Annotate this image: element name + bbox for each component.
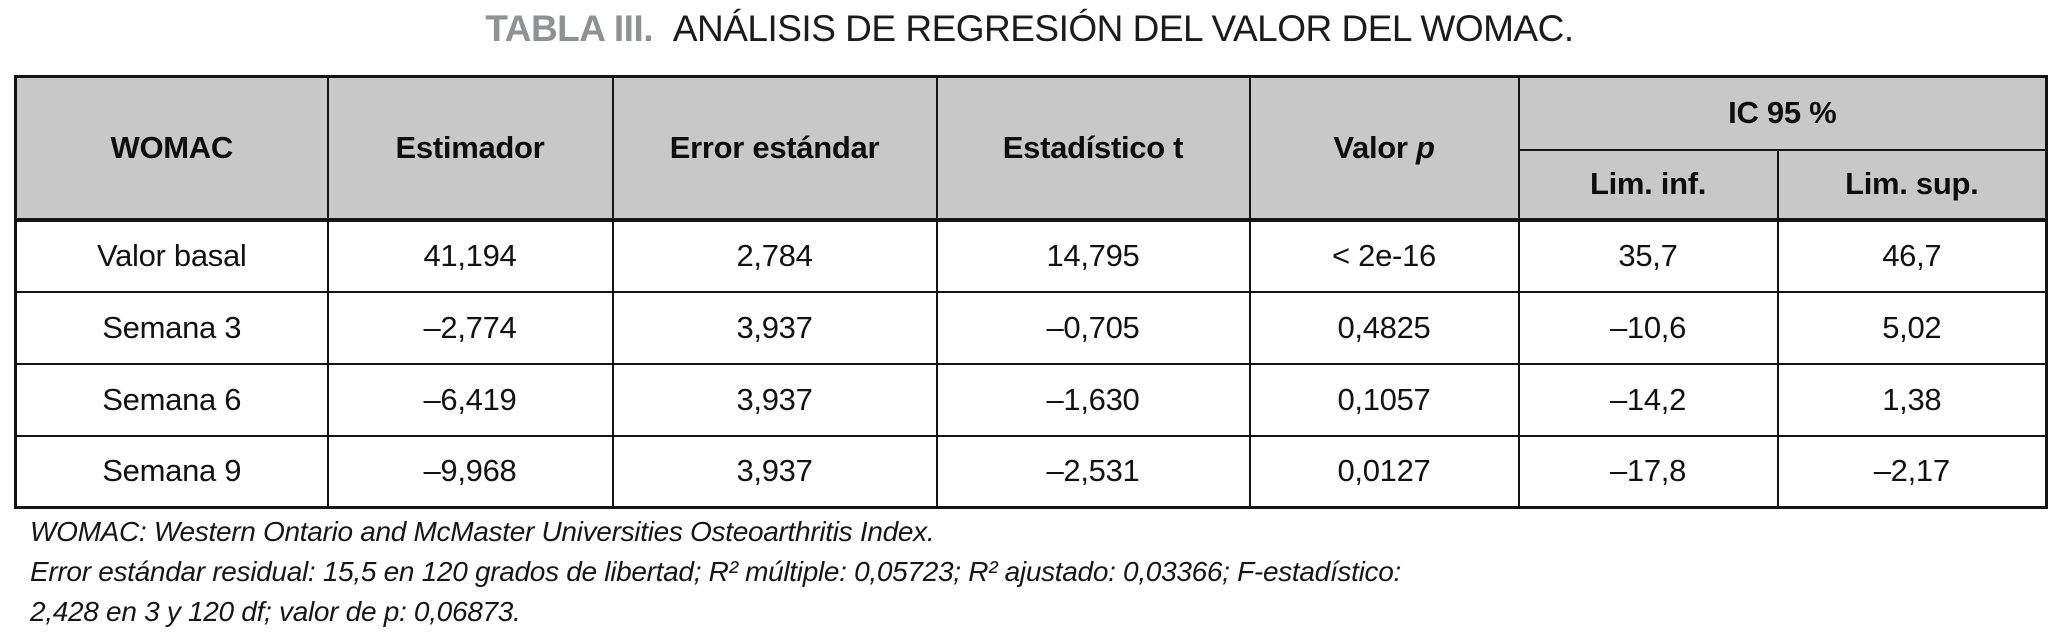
header-row-top: WOMAC Estimador Error estándar Estadísti… — [14, 75, 2048, 221]
header-cell-womac: WOMAC — [14, 75, 329, 221]
table-cell: –0,705 — [935, 290, 1251, 365]
table-cell: –10,6 — [1517, 290, 1779, 365]
table-number-label: TABLA III. — [485, 8, 654, 49]
table-cell: –2,774 — [326, 290, 614, 365]
table-cell: 3,937 — [611, 434, 938, 509]
table-cell: 0,4825 — [1248, 290, 1520, 365]
footnote-model-stats-line2: 2,428 en 3 y 120 df; valor de p: 0,06873… — [30, 596, 521, 627]
table-cell: 0,1057 — [1248, 362, 1520, 437]
table-cell: –2,17 — [1776, 434, 2048, 509]
table-body: Valor basal 41,194 2,784 14,795 < 2e-16 … — [14, 218, 2048, 509]
table-cell: –6,419 — [326, 362, 614, 437]
table-cell: –2,531 — [935, 434, 1251, 509]
row-label: Semana 6 — [14, 362, 329, 437]
table-cell: –9,968 — [326, 434, 614, 509]
table-header: WOMAC Estimador Error estándar Estadísti… — [14, 75, 2048, 221]
header-cell-estimador: Estimador — [326, 75, 614, 221]
regression-table: WOMAC Estimador Error estándar Estadísti… — [14, 75, 2049, 509]
table-cell: –17,8 — [1517, 434, 1779, 509]
table-cell: 2,784 — [611, 218, 938, 293]
header-cell-ic-95: IC 95 % — [1517, 75, 2048, 151]
table-cell: 14,795 — [935, 218, 1251, 293]
table-cell: 3,937 — [611, 362, 938, 437]
footnote-model-stats-line1: Error estándar residual: 15,5 en 120 gra… — [30, 556, 1401, 587]
table-cell: 41,194 — [326, 218, 614, 293]
table-row-semana-9: Semana 9 –9,968 3,937 –2,531 0,0127 –17,… — [14, 434, 2048, 509]
table-cell: 5,02 — [1776, 290, 2048, 365]
row-label: Valor basal — [14, 218, 329, 293]
table-cell: –1,630 — [935, 362, 1251, 437]
footnotes: WOMAC: Western Ontario and McMaster Univ… — [30, 512, 2030, 632]
footnote-womac-definition: WOMAC: Western Ontario and McMaster Univ… — [30, 516, 935, 547]
row-label: Semana 3 — [14, 290, 329, 365]
table-cell: < 2e-16 — [1248, 218, 1520, 293]
header-cell-error-estandar: Error estándar — [611, 75, 938, 221]
valor-p-prefix: Valor — [1333, 129, 1408, 165]
table-cell: 3,937 — [611, 290, 938, 365]
table-cell: 35,7 — [1517, 218, 1779, 293]
table-cell: –14,2 — [1517, 362, 1779, 437]
header-cell-lim-inf: Lim. inf. — [1517, 148, 1779, 221]
header-cell-valor-p: Valor p — [1248, 75, 1520, 221]
page-title: TABLA III. ANÁLISIS DE REGRESIÓN DEL VAL… — [0, 8, 2059, 50]
header-row-sub: Lim. inf. Lim. sup. — [16, 148, 2048, 221]
table-cell: 1,38 — [1776, 362, 2048, 437]
valor-p-symbol: p — [1416, 129, 1435, 165]
table-row-semana-3: Semana 3 –2,774 3,937 –0,705 0,4825 –10,… — [14, 290, 2048, 365]
header-cell-lim-sup: Lim. sup. — [1776, 148, 2048, 221]
row-label: Semana 9 — [14, 434, 329, 509]
table-title-text: ANÁLISIS DE REGRESIÓN DEL VALOR DEL WOMA… — [672, 8, 1574, 49]
table-row-valor-basal: Valor basal 41,194 2,784 14,795 < 2e-16 … — [14, 218, 2048, 293]
header-cell-estadistico-t: Estadístico t — [935, 75, 1251, 221]
table-row-semana-6: Semana 6 –6,419 3,937 –1,630 0,1057 –14,… — [14, 362, 2048, 437]
table-cell: 0,0127 — [1248, 434, 1520, 509]
table-cell: 46,7 — [1776, 218, 2048, 293]
